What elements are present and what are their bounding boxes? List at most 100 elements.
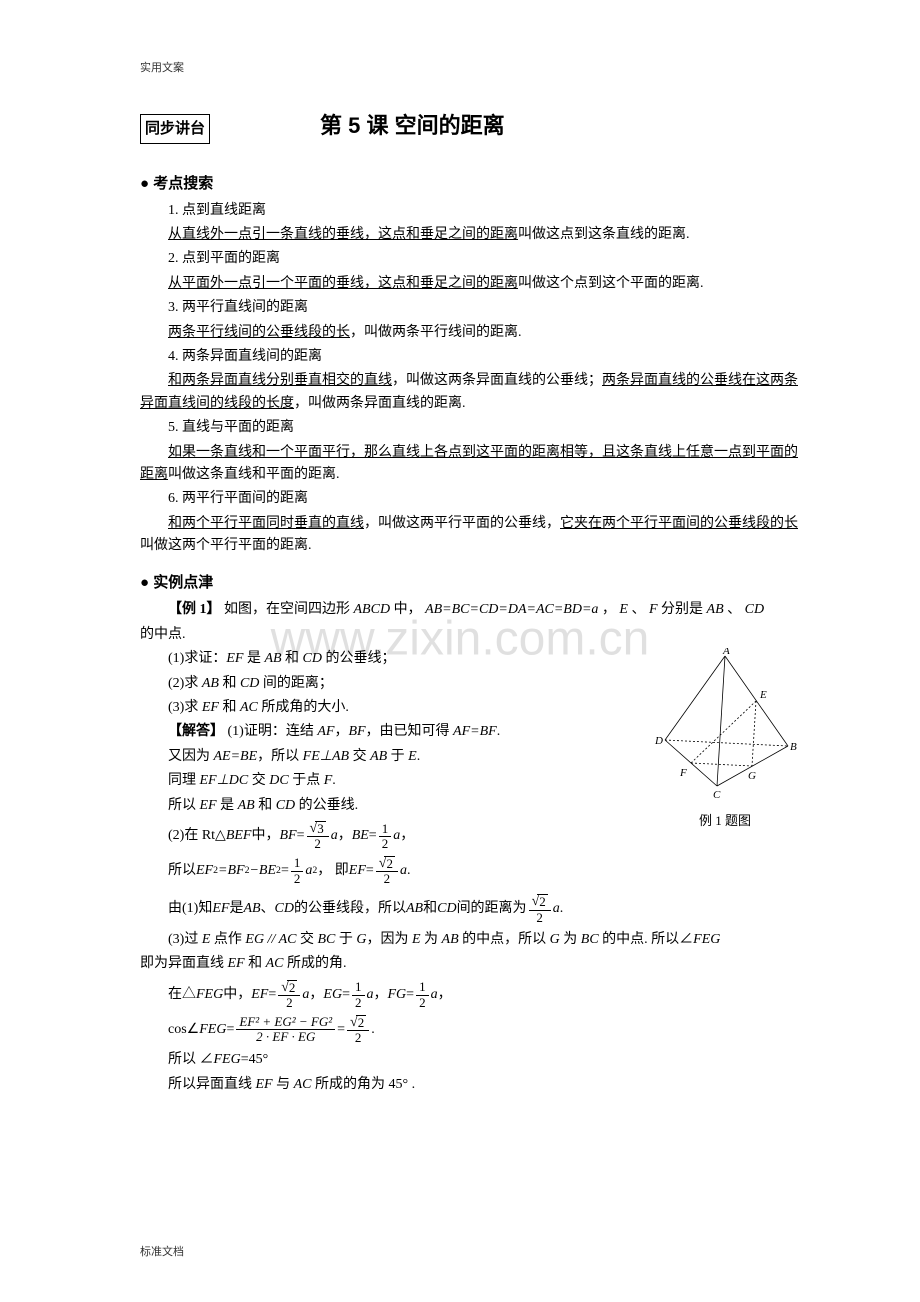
item6-rest: 叫做这两个平行平面的距离. [140,538,312,553]
f10n: 2 [356,1015,367,1030]
p6d: AC [266,956,284,971]
p3b: EF [196,860,213,882]
section-b-head: ● 实例点津 [140,571,800,595]
p3tail: . [407,860,411,882]
p7s2: ， [374,984,388,1006]
s3g: . [332,773,336,788]
s3c: 交 [248,773,269,788]
f8n: 1 [416,980,429,995]
item6-mid: ，叫做这两平行平面的公垂线， [364,516,560,531]
ex1-f: E [619,602,628,617]
fig-label-d: D [654,735,663,747]
s2d: FE⊥AB [303,749,349,764]
p7i: = [406,984,414,1006]
frac1: √32 [307,821,329,852]
p2f: BE [352,825,369,847]
s3e: 于点 [289,773,324,788]
sol-p7: 在△FEG 中，EF= √22 a，EG= 12 a，FG= 12 a， [168,980,800,1011]
q3e: 所成角的大小. [258,700,349,715]
label-box: 同步讲台 [140,114,210,144]
figure-svg: A D B C F G E [650,648,800,798]
p8b: FEG [199,1019,226,1041]
f2n: 1 [379,822,392,837]
p3c: =BF [218,860,245,882]
f3d: 2 [291,872,304,886]
s4d: AB [238,798,255,813]
item6-u2: 它夹在两个平行平面间的公垂线段的长 [560,516,798,531]
p2g: = [369,825,377,847]
p7g: = [342,984,350,1006]
p10c: 与 [273,1077,294,1092]
sol-p2: (2)在 Rt△BEF 中，BF= √32 a，BE= 12 a， [168,821,638,852]
p5r: FEG [693,932,720,947]
q1b: EF [226,651,243,666]
p4i: 和 [423,898,437,920]
f6d: 2 [283,996,296,1010]
footer-note: 标准文档 [140,1244,184,1262]
ex1-i: 分别是 [661,602,707,617]
p2b: BEF [226,825,252,847]
f9d: 2 · EF · EG [253,1030,318,1044]
item4-mid: ，叫做这两条异面直线的公垂线； [392,373,602,388]
p3g: EF [349,860,366,882]
frac5: √22 [529,894,551,925]
p8c: = [226,1019,234,1041]
frac2: 12 [379,822,392,852]
fig-label-e: E [759,689,767,701]
ex1-l: CD [745,602,764,617]
q2e: 间的距离； [259,676,333,691]
item5-title: 5. 直线与平面的距离 [140,417,800,439]
f2d: 2 [379,837,392,851]
q3d: AC [240,700,258,715]
p5n: G [550,932,560,947]
frac8: 12 [416,980,429,1010]
q2a: (2)求 [168,676,202,691]
f5n: 2 [537,894,548,909]
item6-title: 6. 两平行平面间的距离 [140,488,800,510]
item1-body: 从直线外一点引一条直线的垂线，这点和垂足之间的距离叫做这点到这条直线的距离. [140,224,800,246]
f7d: 2 [352,996,365,1010]
s1d: BF [348,724,365,739]
item2-u: 从平面外一点引一个平面的垂线，这点和垂足之间的距离 [168,276,518,291]
p4k: 间的距离为 [457,898,527,920]
f9n: EF² + EG² − FG² [236,1015,335,1030]
sol-p8: cos∠FEG= EF² + EG² − FG²2 · EF · EG = √2… [168,1015,800,1046]
p5m: 的中点，所以 [459,932,550,947]
s4f: CD [276,798,295,813]
s4b: EF [200,798,217,813]
frac3: 12 [291,856,304,886]
p6c: 和 [245,956,266,971]
figure-caption: 例 1 题图 [650,811,800,832]
q2d: CD [240,676,259,691]
p7b: FEG [196,984,223,1006]
p4h: AB [406,898,423,920]
p5i: ，因为 [366,932,412,947]
p3h: = [366,860,374,882]
ex1-tail: 的中点. [140,624,800,646]
frac10: √22 [347,1015,369,1046]
s4a: 所以 [168,798,200,813]
p6b: EF [228,956,245,971]
item1-title: 1. 点到直线距离 [140,200,800,222]
s3d: DC [269,773,288,788]
q1g: 的公垂线； [322,651,396,666]
p7c: 中， [223,984,251,1006]
p3va1: a [305,860,312,882]
p8a: cos∠ [168,1019,199,1041]
sol-p9: 所以 ∠FEG=45° [140,1049,800,1071]
p7f: EG [323,984,342,1006]
item4-body: 和两条异面直线分别垂直相交的直线，叫做这两条异面直线的公垂线；两条异面直线的公垂… [140,370,800,415]
s4g: 的公垂线. [295,798,358,813]
p4va: a [553,898,560,920]
item3-rest: ，叫做两条平行线间的距离. [350,325,522,340]
p4a: 由(1)知 [168,898,212,920]
q2b: AB [202,676,219,691]
main-title: 第 5 课 空间的距离 [320,108,505,143]
ex1-g: 、 [631,602,645,617]
q3c: 和 [219,700,240,715]
s1g: . [497,724,501,739]
f6n: 2 [287,980,298,995]
p3e: = [281,860,289,882]
s4c: 是 [217,798,238,813]
p7h: FG [388,984,407,1006]
